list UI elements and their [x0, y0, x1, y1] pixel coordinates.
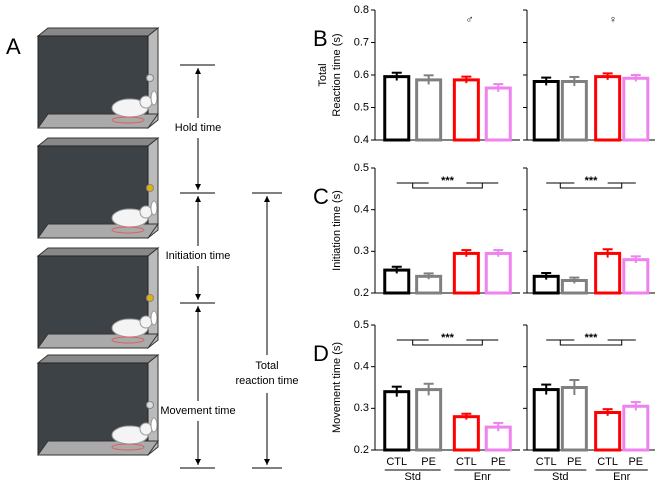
apparatus-drawings	[36, 26, 160, 457]
panel-label: B	[313, 26, 328, 51]
shadow	[111, 116, 145, 124]
y-tick-label: 0.2	[354, 287, 369, 299]
y-axis-label: Reaction time (s)	[331, 33, 343, 116]
x-tick-label: PE	[628, 456, 643, 468]
y-tick-label: 0.8	[354, 4, 369, 16]
x-tick-label: CTL	[386, 456, 407, 468]
bar	[452, 78, 480, 142]
group-label: Enr	[613, 471, 630, 481]
bar	[484, 86, 512, 142]
bar	[622, 404, 650, 452]
significance-bracket	[396, 339, 499, 346]
light	[146, 184, 154, 192]
bar	[452, 415, 480, 452]
bar	[622, 76, 650, 142]
bar	[594, 251, 622, 295]
bar	[532, 80, 560, 142]
significance-bracket	[546, 182, 636, 189]
panel-label: A	[6, 34, 21, 59]
group-label: Enr	[474, 471, 491, 481]
y-tick-label: 0.6	[354, 69, 369, 81]
y-tick-label: 0.5	[354, 319, 369, 331]
light	[146, 294, 154, 302]
total-label: Total	[255, 360, 278, 372]
box-top	[36, 247, 160, 257]
panel-label: D	[313, 341, 329, 366]
x-tick-label: PE	[421, 456, 436, 468]
group-label: Std	[404, 471, 421, 481]
shadow	[111, 226, 145, 234]
panel-label: C	[313, 184, 329, 209]
rat-head	[139, 205, 153, 219]
y-tick-label: 0.4	[354, 361, 369, 373]
significance: ***	[585, 175, 599, 187]
bar	[415, 388, 443, 452]
bar	[560, 386, 588, 452]
sex-symbol: ♂	[465, 14, 473, 26]
nose-port	[150, 417, 158, 433]
bar	[560, 80, 588, 142]
light	[146, 401, 154, 409]
nose-port	[150, 200, 158, 216]
light	[146, 74, 154, 82]
bar	[383, 390, 411, 452]
bar	[484, 251, 512, 295]
box-top	[36, 137, 160, 147]
y-tick-label: 0.7	[354, 36, 369, 48]
arrowheads	[195, 68, 270, 465]
bar	[452, 251, 480, 295]
rat-head	[139, 95, 153, 109]
bar	[594, 75, 622, 142]
sex-symbol: ♀	[609, 14, 617, 26]
bar	[415, 78, 443, 142]
shadow	[111, 443, 145, 451]
box-top	[36, 27, 160, 37]
y-axis-label: Initiation time (s)	[331, 190, 343, 271]
shadow	[111, 336, 145, 344]
box-floor	[37, 333, 159, 349]
y-tick-label: 0.4	[354, 204, 369, 216]
y-tick-label: 0.3	[354, 245, 369, 257]
x-tick-label: PE	[567, 456, 582, 468]
y-tick-label: 0.2	[354, 444, 369, 456]
bar	[594, 411, 622, 452]
x-tick-label: PE	[491, 456, 506, 468]
significance: ***	[585, 332, 599, 344]
rat-head	[139, 315, 153, 329]
y-tick-label: 0.4	[354, 134, 369, 146]
bar	[622, 258, 650, 295]
nose-port	[150, 310, 158, 326]
x-tick-label: CTL	[597, 456, 618, 468]
timeline	[180, 64, 282, 469]
box-top	[36, 354, 160, 364]
bar	[383, 75, 411, 142]
y-tick-label: 0.5	[354, 162, 369, 174]
x-tick-label: CTL	[456, 456, 477, 468]
significance-bracket	[396, 182, 499, 189]
interval-label: Initiation time	[166, 250, 231, 262]
y-axis-label: Total	[317, 63, 329, 86]
y-tick-label: 0.5	[354, 101, 369, 113]
interval-label: Movement time	[160, 405, 235, 417]
box-floor	[37, 113, 159, 129]
significance: ***	[441, 332, 455, 344]
nose-port	[150, 90, 158, 106]
interval-label: Hold time	[175, 122, 221, 134]
bar	[532, 388, 560, 452]
group-label: Std	[552, 471, 569, 481]
box-floor	[37, 440, 159, 456]
y-tick-label: 0.3	[354, 402, 369, 414]
significance-bracket	[546, 339, 636, 346]
rat-head	[139, 422, 153, 436]
x-tick-label: CTL	[536, 456, 557, 468]
box-floor	[37, 223, 159, 239]
total-label: reaction time	[236, 375, 299, 387]
bar	[383, 268, 411, 295]
y-axis-label: Movement time (s)	[331, 342, 343, 433]
significance: ***	[441, 175, 455, 187]
